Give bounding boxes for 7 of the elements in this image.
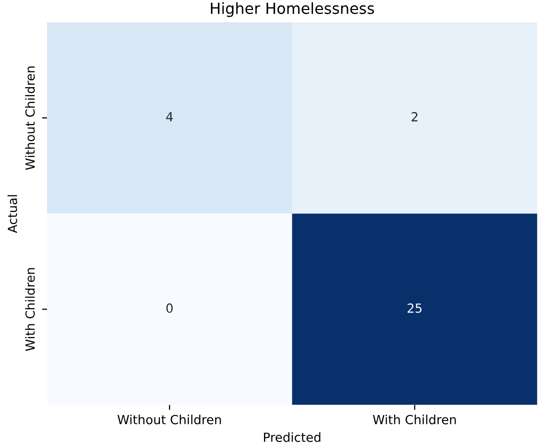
- data-label: 25: [408, 303, 422, 313]
- data-label: 2: [412, 112, 418, 122]
- data-label: 4: [166, 112, 173, 122]
- x-axis-title: Predicted: [264, 432, 320, 442]
- data-label: 0: [166, 303, 173, 313]
- y-axis-title: Actual: [7, 195, 18, 234]
- chart-title: Higher Homelessness: [210, 2, 374, 18]
